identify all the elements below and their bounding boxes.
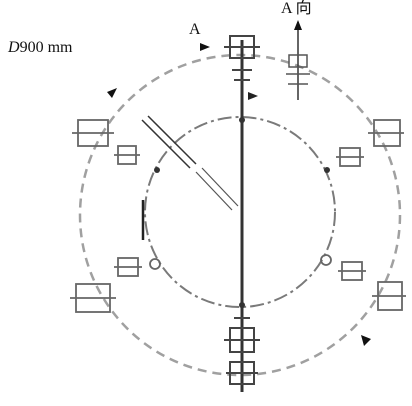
diagonal-rod-upper-a [141,119,191,169]
bottom-clamp [224,317,260,385]
view-direction-label: A 向 [281,0,312,17]
arrow-a-marker [200,43,210,51]
view-arrow-hardware [286,54,310,85]
outer-dashed-circle [78,53,402,377]
diagonal-rod-lower-b [201,167,239,207]
section-marker-a: A [189,21,201,38]
clamp-right-upper [336,119,404,167]
inner-dashdot-circle [144,116,336,308]
clamp-left-upper [72,119,140,165]
diameter-label: D900 mm [8,40,72,56]
arrow-bottom-right [361,335,371,346]
view-arrow-head [294,20,302,30]
arrow-top-left [107,88,117,98]
clamp-right-lower [320,254,406,311]
diameter-value: 900 mm [19,39,73,56]
clamp-left-lower [70,257,161,313]
diameter-symbol: D [8,39,20,56]
inner-fittings [154,117,330,308]
diagonal-rod-lower-a [195,171,233,211]
top-clamp [224,35,260,100]
diagonal-rod-upper-b [147,115,197,165]
